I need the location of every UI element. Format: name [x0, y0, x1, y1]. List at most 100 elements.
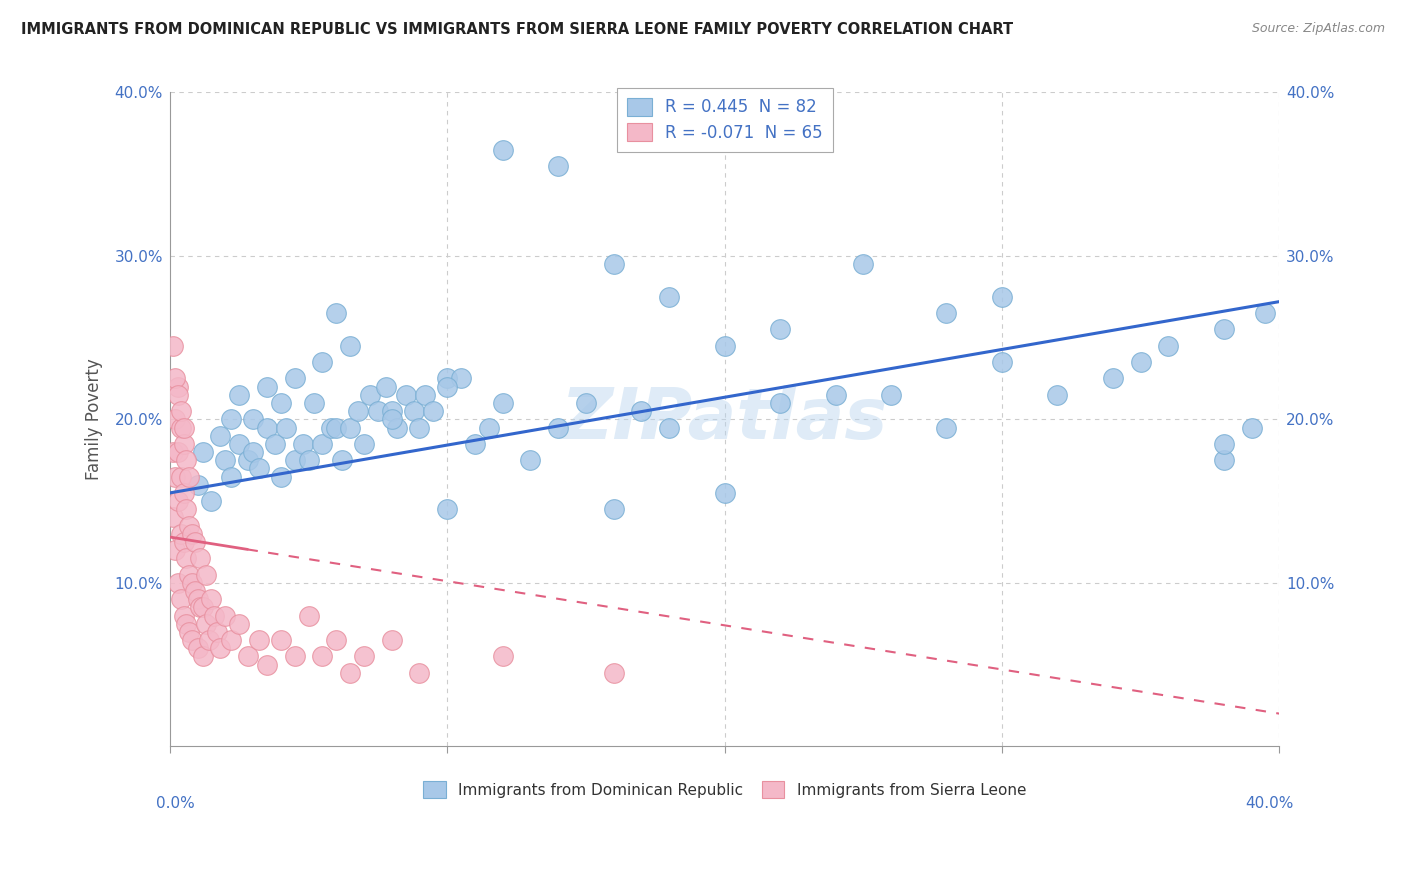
- Point: [219, 412, 242, 426]
- Point: [658, 420, 681, 434]
- Point: [187, 592, 209, 607]
- Point: [575, 396, 598, 410]
- Point: [339, 339, 361, 353]
- Point: [165, 412, 187, 426]
- Point: [179, 624, 201, 639]
- Point: [852, 257, 875, 271]
- Point: [381, 633, 404, 648]
- Point: [1102, 371, 1125, 385]
- Point: [208, 641, 231, 656]
- Point: [170, 469, 193, 483]
- Text: IMMIGRANTS FROM DOMINICAN REPUBLIC VS IMMIGRANTS FROM SIERRA LEONE FAMILY POVERT: IMMIGRANTS FROM DOMINICAN REPUBLIC VS IM…: [21, 22, 1014, 37]
- Point: [297, 608, 319, 623]
- Point: [347, 404, 370, 418]
- Point: [256, 657, 278, 672]
- Point: [375, 379, 398, 393]
- Point: [219, 469, 242, 483]
- Text: 0.0%: 0.0%: [156, 797, 195, 812]
- Point: [167, 388, 190, 402]
- Point: [1212, 322, 1234, 336]
- Point: [492, 396, 515, 410]
- Point: [170, 420, 193, 434]
- Point: [170, 526, 193, 541]
- Point: [713, 486, 735, 500]
- Point: [167, 494, 190, 508]
- Point: [162, 510, 184, 524]
- Point: [602, 502, 624, 516]
- Point: [991, 355, 1014, 369]
- Point: [359, 388, 381, 402]
- Point: [270, 469, 292, 483]
- Point: [162, 339, 184, 353]
- Point: [330, 453, 353, 467]
- Point: [602, 257, 624, 271]
- Point: [173, 608, 195, 623]
- Point: [176, 502, 198, 516]
- Point: [492, 143, 515, 157]
- Point: [319, 420, 342, 434]
- Point: [194, 567, 217, 582]
- Point: [190, 600, 212, 615]
- Point: [284, 371, 307, 385]
- Point: [181, 633, 204, 648]
- Point: [165, 543, 187, 558]
- Text: Source: ZipAtlas.com: Source: ZipAtlas.com: [1251, 22, 1385, 36]
- Point: [1240, 420, 1263, 434]
- Point: [162, 445, 184, 459]
- Point: [214, 453, 236, 467]
- Point: [200, 592, 222, 607]
- Point: [325, 306, 347, 320]
- Point: [353, 649, 375, 664]
- Point: [173, 437, 195, 451]
- Point: [236, 453, 259, 467]
- Point: [387, 420, 409, 434]
- Point: [214, 608, 236, 623]
- Point: [170, 404, 193, 418]
- Point: [242, 445, 264, 459]
- Point: [242, 412, 264, 426]
- Point: [228, 616, 250, 631]
- Point: [464, 437, 486, 451]
- Point: [181, 575, 204, 590]
- Text: 40.0%: 40.0%: [1244, 797, 1294, 812]
- Point: [302, 396, 325, 410]
- Point: [1212, 437, 1234, 451]
- Point: [179, 567, 201, 582]
- Point: [602, 665, 624, 680]
- Point: [187, 641, 209, 656]
- Point: [236, 649, 259, 664]
- Point: [247, 633, 270, 648]
- Point: [179, 469, 201, 483]
- Point: [408, 420, 430, 434]
- Point: [935, 420, 957, 434]
- Point: [394, 388, 416, 402]
- Point: [547, 159, 569, 173]
- Point: [413, 388, 436, 402]
- Point: [630, 404, 652, 418]
- Point: [325, 633, 347, 648]
- Text: ZIPatlas: ZIPatlas: [561, 384, 889, 454]
- Point: [228, 437, 250, 451]
- Point: [547, 420, 569, 434]
- Point: [173, 535, 195, 549]
- Point: [276, 420, 298, 434]
- Point: [297, 453, 319, 467]
- Point: [402, 404, 425, 418]
- Point: [190, 551, 212, 566]
- Point: [176, 453, 198, 467]
- Point: [247, 461, 270, 475]
- Point: [1254, 306, 1277, 320]
- Point: [284, 453, 307, 467]
- Point: [165, 371, 187, 385]
- Point: [991, 290, 1014, 304]
- Point: [769, 396, 792, 410]
- Point: [311, 355, 333, 369]
- Point: [436, 502, 458, 516]
- Point: [436, 371, 458, 385]
- Point: [170, 592, 193, 607]
- Point: [184, 584, 207, 599]
- Point: [311, 649, 333, 664]
- Point: [200, 494, 222, 508]
- Point: [1157, 339, 1180, 353]
- Point: [291, 437, 314, 451]
